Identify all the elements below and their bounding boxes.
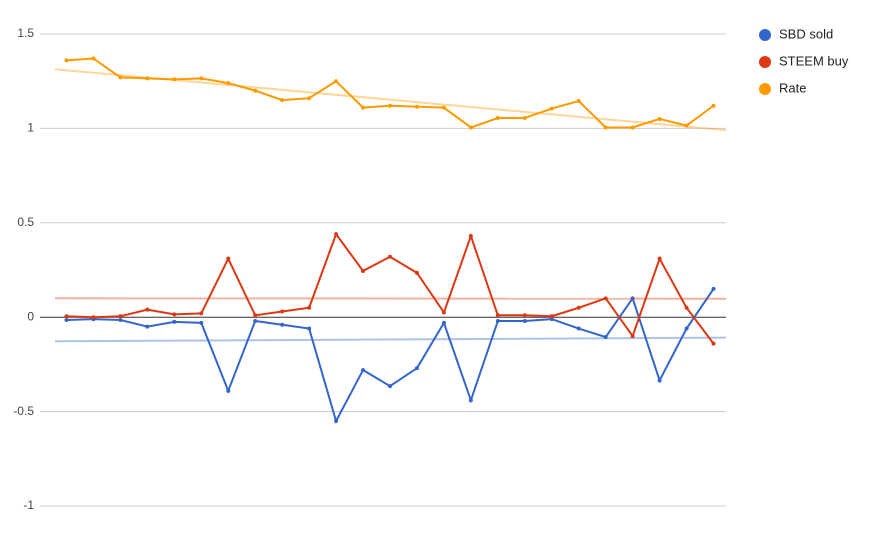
data-point <box>307 96 312 101</box>
series-line <box>66 57 715 129</box>
data-point <box>657 116 662 121</box>
data-point <box>388 384 392 389</box>
data-point <box>522 116 527 121</box>
data-point <box>441 310 446 315</box>
data-point <box>657 256 662 261</box>
data-point <box>495 313 500 318</box>
data-point <box>711 103 716 108</box>
data-point <box>361 368 366 373</box>
data-point <box>414 270 419 275</box>
data-point <box>199 320 204 325</box>
data-point <box>468 234 473 239</box>
data-point <box>522 313 527 318</box>
data-point <box>441 320 446 325</box>
y-tick-label: -1 <box>23 498 34 512</box>
data-point <box>280 309 285 314</box>
data-point <box>630 125 635 130</box>
data-point <box>576 326 581 331</box>
data-point <box>199 311 204 316</box>
data-point <box>145 76 150 81</box>
data-point <box>280 322 285 327</box>
data-point <box>226 388 231 393</box>
data-point <box>253 88 258 93</box>
data-point <box>280 98 285 103</box>
data-point <box>172 319 177 324</box>
data-point <box>118 314 123 319</box>
data-point <box>657 378 662 383</box>
data-point <box>603 335 608 340</box>
data-point <box>576 99 581 104</box>
data-point <box>118 75 123 80</box>
data-point <box>334 419 339 424</box>
data-point <box>253 313 258 318</box>
legend-label: Rate <box>779 80 806 95</box>
data-point <box>199 76 204 81</box>
data-point <box>711 286 716 291</box>
data-point <box>307 326 312 331</box>
data-point <box>495 116 500 121</box>
data-point <box>684 305 689 310</box>
data-point <box>603 125 608 130</box>
data-point <box>91 315 96 320</box>
data-point <box>334 232 339 237</box>
data-point <box>630 296 635 301</box>
data-point <box>684 326 689 331</box>
y-tick-label: 1 <box>27 121 34 135</box>
data-point <box>226 81 231 86</box>
data-point <box>361 105 366 110</box>
data-point <box>522 318 527 323</box>
data-point <box>172 312 177 317</box>
data-point <box>468 398 473 403</box>
data-point <box>64 318 69 323</box>
data-point <box>145 307 150 312</box>
data-point <box>414 366 419 371</box>
legend-marker <box>759 83 771 95</box>
y-tick-label: -0.5 <box>13 404 34 418</box>
data-point <box>711 341 716 346</box>
trendline <box>54 336 727 343</box>
data-point <box>172 77 177 82</box>
data-point <box>118 318 123 323</box>
legend: SBD sold STEEM buy Rate <box>759 26 849 95</box>
data-point <box>603 296 608 301</box>
series-line <box>66 288 715 424</box>
data-point <box>630 334 635 339</box>
data-point <box>226 256 231 261</box>
data-point <box>64 314 69 319</box>
data-point <box>468 125 473 130</box>
data-point <box>576 305 581 310</box>
legend-marker <box>759 29 771 41</box>
data-point <box>388 103 392 108</box>
y-tick-label: 0 <box>27 309 34 323</box>
legend-label: STEEM buy <box>779 53 849 68</box>
data-point <box>549 314 554 319</box>
data-point <box>388 254 392 259</box>
data-point <box>549 317 554 322</box>
y-tick-label: 0.5 <box>17 215 34 229</box>
data-point <box>307 305 312 310</box>
data-point <box>253 318 258 323</box>
data-point <box>64 58 69 63</box>
data-point <box>684 123 689 128</box>
data-point <box>334 79 339 84</box>
data-point <box>441 105 446 110</box>
data-point <box>145 324 150 329</box>
legend-label: SBD sold <box>779 26 833 41</box>
legend-marker <box>759 56 771 68</box>
data-point <box>495 318 500 323</box>
data-point <box>361 268 366 273</box>
data-point <box>91 56 96 61</box>
y-tick-label: 1.5 <box>17 26 34 40</box>
data-point <box>549 106 554 111</box>
series-line <box>66 232 715 345</box>
data-point <box>414 104 419 109</box>
